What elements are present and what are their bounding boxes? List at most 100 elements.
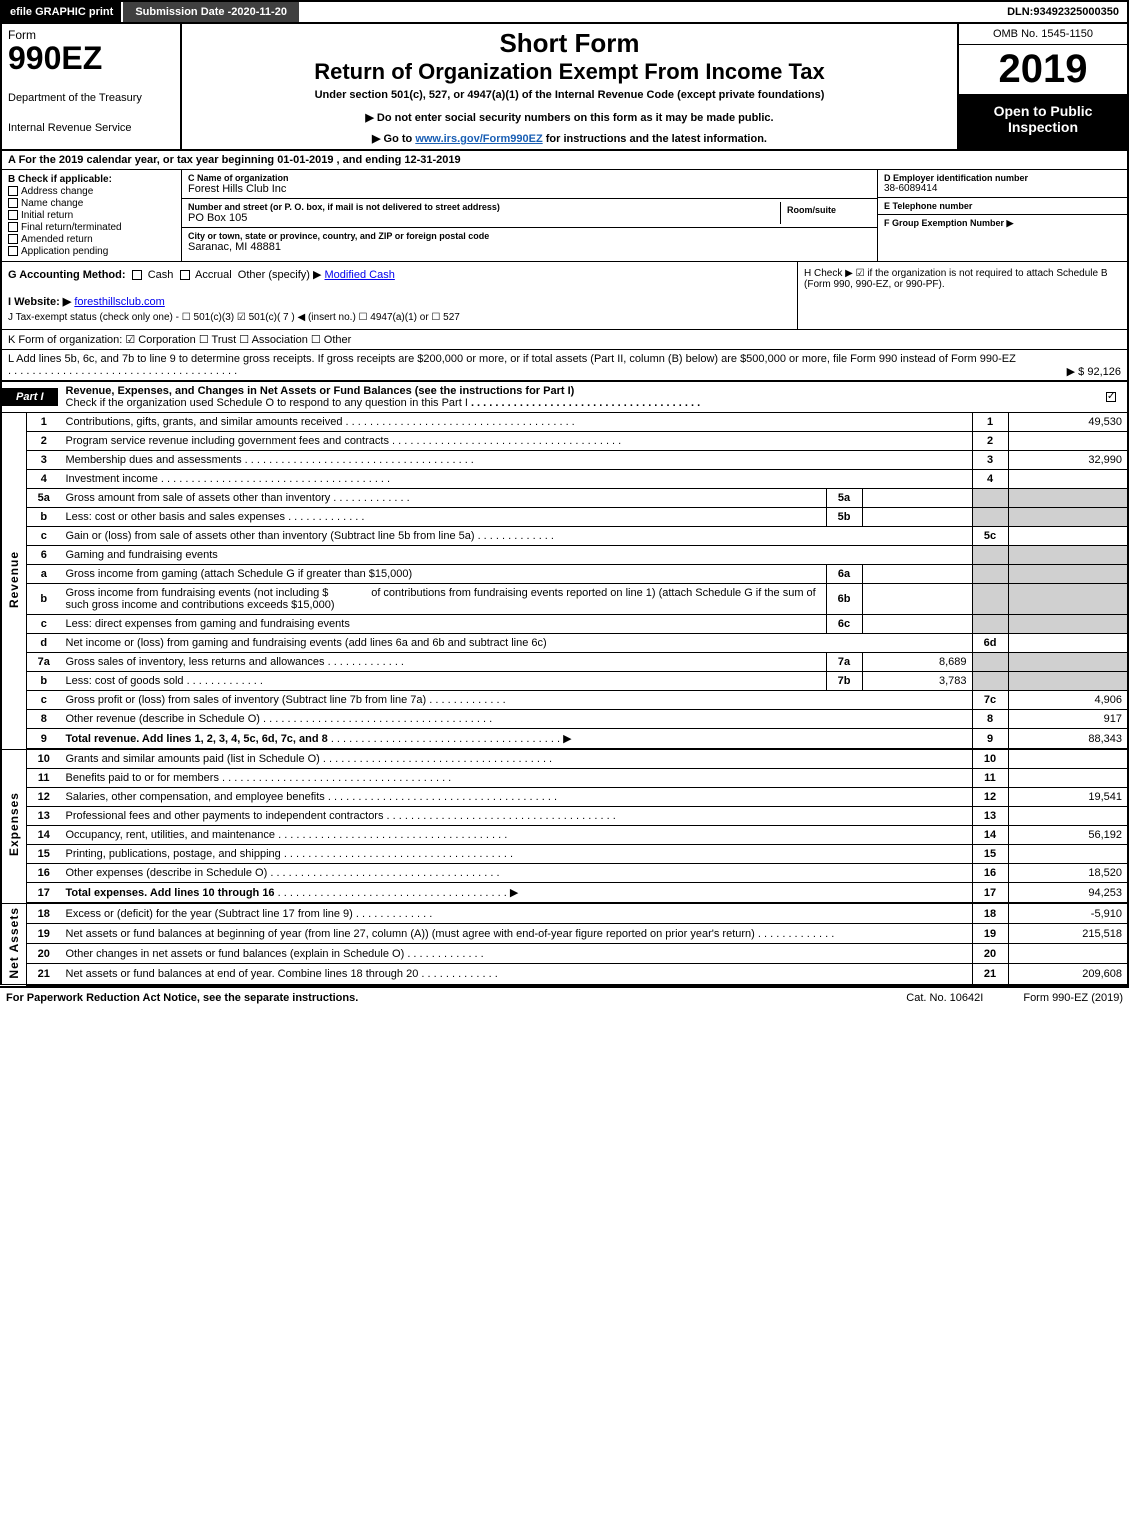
line-16: 16 Other expenses (describe in Schedule … (1, 864, 1128, 883)
header-left: Form 990EZ Department of the Treasury In… (2, 24, 182, 149)
line-4: 4 Investment income 4 (1, 470, 1128, 489)
line-14: 14 Occupancy, rent, utilities, and maint… (1, 826, 1128, 845)
room-label: Room/suite (787, 205, 865, 215)
line-9: 9 Total revenue. Add lines 1, 2, 3, 4, 5… (1, 729, 1128, 750)
lines-table: Revenue 1 Contributions, gifts, grants, … (0, 413, 1129, 986)
line-6b: b Gross income from fundraising events (… (1, 584, 1128, 615)
line-5a: 5a Gross amount from sale of assets othe… (1, 489, 1128, 508)
dln-label: DLN: (1007, 6, 1033, 18)
side-netassets: Net Assets (1, 903, 27, 985)
line-20: 20 Other changes in net assets or fund b… (1, 944, 1128, 964)
street-cell: Number and street (or P. O. box, if mail… (188, 202, 781, 224)
amt-13 (1008, 807, 1128, 826)
row-k: K Form of organization: ☑ Corporation ☐ … (0, 330, 1129, 350)
ssn-warning: ▶ Do not enter social security numbers o… (190, 111, 949, 124)
row-gh: G Accounting Method: Cash Accrual Other … (0, 262, 1129, 330)
g-label: G Accounting Method: (8, 269, 126, 281)
website-link[interactable]: foresthillsclub.com (74, 296, 164, 308)
amt-4 (1008, 470, 1128, 489)
line-2: 2 Program service revenue including gove… (1, 432, 1128, 451)
line-12: 12 Salaries, other compensation, and emp… (1, 788, 1128, 807)
amt-17: 94,253 (1008, 883, 1128, 904)
part1-checkbox[interactable] (1106, 391, 1127, 403)
goto-line: ▶ Go to www.irs.gov/Form990EZ for instru… (190, 132, 949, 145)
line-21: 21 Net assets or fund balances at end of… (1, 964, 1128, 985)
cb-address[interactable]: Address change (8, 186, 175, 197)
dept-irs: Internal Revenue Service (8, 122, 174, 134)
tel-cell: E Telephone number (878, 198, 1127, 215)
cb-initial[interactable]: Initial return (8, 210, 175, 221)
amt-14: 56,192 (1008, 826, 1128, 845)
goto-link[interactable]: www.irs.gov/Form990EZ (415, 133, 542, 145)
subamt-6a (862, 565, 972, 584)
form-header: Form 990EZ Department of the Treasury In… (0, 24, 1129, 151)
open-to-public: Open to Public Inspection (959, 95, 1127, 149)
city-cell: City or town, state or province, country… (182, 228, 877, 256)
cb-cash[interactable] (132, 270, 142, 280)
line-10: Expenses 10 Grants and similar amounts p… (1, 749, 1128, 769)
footer-center: Cat. No. 10642I (866, 992, 1023, 1004)
addr-row: Number and street (or P. O. box, if mail… (182, 199, 877, 228)
street-label: Number and street (or P. O. box, if mail… (188, 202, 780, 212)
line-3: 3 Membership dues and assessments 3 32,9… (1, 451, 1128, 470)
dln: DLN: 93492325000350 (999, 2, 1127, 22)
amt-2 (1008, 432, 1128, 451)
cb-name[interactable]: Name change (8, 198, 175, 209)
line-13: 13 Professional fees and other payments … (1, 807, 1128, 826)
submission-date: Submission Date - 2020-11-20 (121, 2, 299, 22)
accounting-method-value[interactable]: Modified Cash (325, 269, 395, 281)
part1-tab: Part I (2, 388, 58, 406)
amt-6d (1008, 634, 1128, 653)
subdate-value: 2020-11-20 (231, 6, 287, 18)
street: PO Box 105 (188, 212, 780, 224)
col-b: B Check if applicable: Address change Na… (2, 170, 182, 261)
room-cell: Room/suite (781, 202, 871, 224)
cb-accrual[interactable] (180, 270, 190, 280)
row-h: H Check ▶ ☑ if the organization is not r… (797, 262, 1127, 329)
amt-8: 917 (1008, 710, 1128, 729)
line-8: 8 Other revenue (describe in Schedule O)… (1, 710, 1128, 729)
short-form-label: Short Form (190, 28, 949, 59)
org-name-cell: C Name of organization Forest Hills Club… (182, 170, 877, 199)
group-exempt-label: F Group Exemption Number ▶ (884, 218, 1121, 229)
accounting-method: G Accounting Method: Cash Accrual Other … (2, 262, 797, 329)
amt-7c: 4,906 (1008, 691, 1128, 710)
line-6a: a Gross income from gaming (attach Sched… (1, 565, 1128, 584)
cb-final[interactable]: Final return/terminated (8, 222, 175, 233)
dln-value: 93492325000350 (1033, 6, 1119, 18)
amt-10 (1008, 749, 1128, 769)
amt-5c (1008, 527, 1128, 546)
efile-text: efile GRAPHIC (10, 6, 86, 18)
subamt-5a (862, 489, 972, 508)
ein-label: D Employer identification number (884, 173, 1121, 183)
line-5c: c Gain or (loss) from sale of assets oth… (1, 527, 1128, 546)
line-18: Net Assets 18 Excess or (deficit) for th… (1, 903, 1128, 924)
line-6c: c Less: direct expenses from gaming and … (1, 615, 1128, 634)
print-link[interactable]: print (89, 6, 113, 18)
row-l-text: L Add lines 5b, 6c, and 7b to line 9 to … (8, 353, 1016, 365)
line-7a: 7a Gross sales of inventory, less return… (1, 653, 1128, 672)
amt-15 (1008, 845, 1128, 864)
line-17: 17 Total expenses. Add lines 10 through … (1, 883, 1128, 904)
entity-block: B Check if applicable: Address change Na… (0, 170, 1129, 262)
cb-amended[interactable]: Amended return (8, 234, 175, 245)
spacer (299, 2, 999, 22)
dots (8, 365, 237, 377)
form-number: 990EZ (8, 42, 174, 74)
tax-year: 2019 (959, 45, 1127, 95)
city: Saranac, MI 48881 (188, 241, 871, 253)
line-6: 6 Gaming and fundraising events (1, 546, 1128, 565)
footer-right: Form 990-EZ (2019) (1023, 992, 1123, 1004)
amt-21: 209,608 (1008, 964, 1128, 985)
amt-12: 19,541 (1008, 788, 1128, 807)
amt-20 (1008, 944, 1128, 964)
side-revenue: Revenue (1, 413, 27, 749)
header-right: OMB No. 1545-1150 2019 Open to Public In… (957, 24, 1127, 149)
cb-pending[interactable]: Application pending (8, 246, 175, 257)
goto-post: for instructions and the latest informat… (546, 133, 767, 145)
amt-18: -5,910 (1008, 903, 1128, 924)
line-7c: c Gross profit or (loss) from sales of i… (1, 691, 1128, 710)
header-center: Short Form Return of Organization Exempt… (182, 24, 957, 149)
i-label: I Website: ▶ (8, 296, 71, 308)
efile-label: efile GRAPHIC print (2, 2, 121, 22)
